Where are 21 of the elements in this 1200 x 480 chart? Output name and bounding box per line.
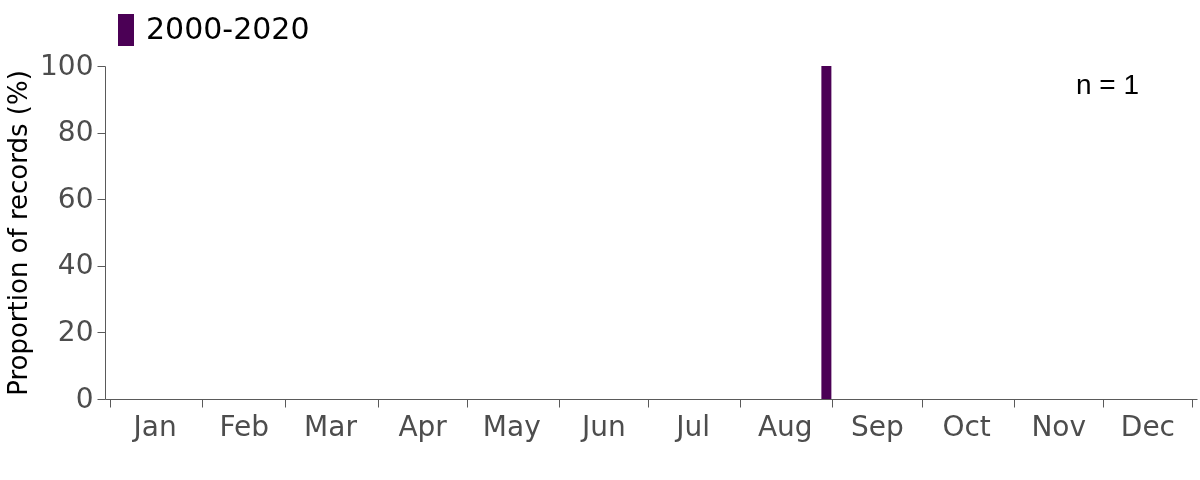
- x-tick-label: Jan: [131, 409, 177, 443]
- x-tick-label: Feb: [219, 409, 270, 443]
- y-axis-title: Proportion of records (%): [3, 70, 34, 396]
- x-tick-label: Dec: [1120, 409, 1176, 443]
- x-tick-label: Mar: [304, 409, 358, 443]
- x-tick-label: Jul: [674, 409, 711, 443]
- x-tick-label: Nov: [1031, 409, 1087, 443]
- x-tick-label: May: [482, 409, 541, 443]
- x-tick-label: Jun: [580, 409, 626, 443]
- y-tick-label: 60: [57, 181, 94, 215]
- y-tick-label: 40: [57, 248, 94, 282]
- y-tick-label: 80: [57, 115, 94, 149]
- x-tick-label: Sep: [851, 409, 904, 443]
- y-tick-label: 100: [40, 48, 94, 82]
- y-tick-label: 20: [57, 314, 94, 348]
- x-tick-label: Apr: [398, 409, 448, 443]
- y-tick-label: 0: [75, 381, 94, 415]
- x-tick-label: Aug: [757, 409, 813, 443]
- annotation: n = 1: [1075, 69, 1139, 100]
- x-tick-label: Oct: [942, 409, 991, 443]
- legend-label: 2000-2020: [146, 11, 310, 46]
